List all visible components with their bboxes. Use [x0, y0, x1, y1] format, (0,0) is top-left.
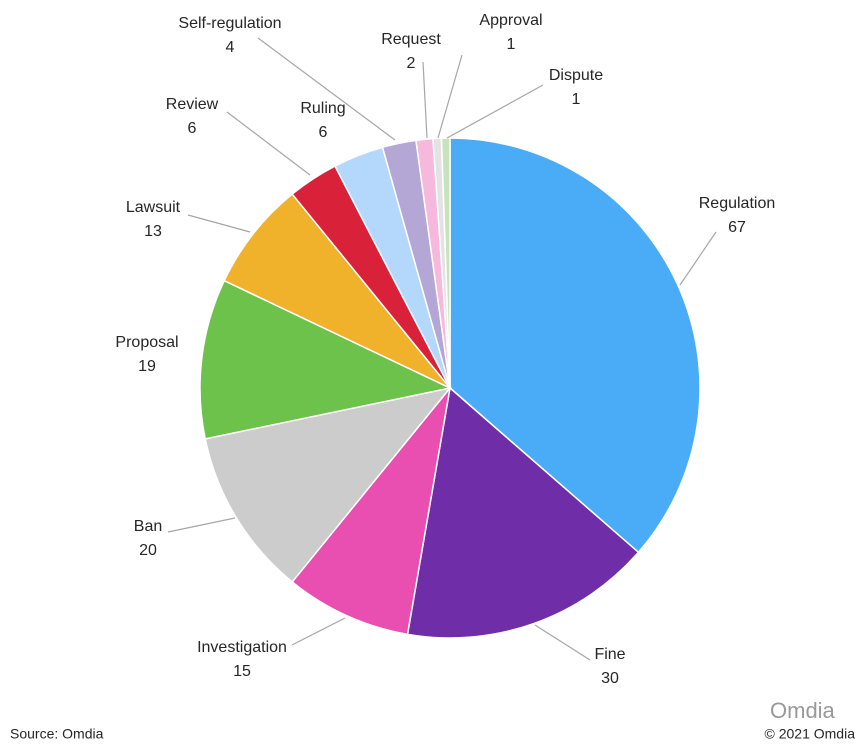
leader-line: [291, 617, 346, 646]
pie-slice: [291, 385, 452, 636]
leader-line: [679, 231, 717, 286]
slice-value: 13: [144, 223, 162, 240]
slice-value: 1: [507, 36, 516, 53]
slice-value: 1: [572, 91, 581, 108]
slice-label: Dispute: [549, 67, 603, 84]
slice-value: 6: [188, 120, 197, 137]
slice-value: 19: [138, 358, 156, 375]
leader-line: [167, 517, 236, 533]
leader-line: [446, 84, 544, 139]
slice-label: Approval: [479, 12, 542, 29]
pie-slice: [406, 386, 640, 639]
slice-label: Ban: [134, 518, 162, 535]
copyright-note: © 2021 Omdia: [765, 726, 856, 742]
pie: [199, 137, 701, 639]
pie-slice: [204, 386, 452, 583]
pie-slice: [199, 279, 453, 440]
watermark: Omdia: [770, 698, 836, 723]
slice-label: Proposal: [115, 334, 178, 351]
slice-value: 20: [139, 542, 157, 559]
slice-label: Regulation: [699, 195, 776, 212]
slice-label: Request: [381, 31, 441, 48]
leader-line: [422, 61, 428, 139]
slice-label: Review: [166, 96, 219, 113]
leader-line: [437, 54, 463, 139]
leader-line: [534, 624, 591, 661]
slice-value: 15: [233, 663, 251, 680]
leader-line: [257, 37, 396, 141]
slice-value: 6: [319, 124, 328, 141]
leader-line: [226, 111, 311, 176]
slice-value: 4: [226, 39, 235, 56]
slice-value: 30: [601, 670, 619, 687]
leader-line: [187, 214, 251, 233]
labels: Regulation 67 Fine 30 Investigation 15 Ban 20 Pr…: [115, 12, 775, 687]
pie-slice: [449, 137, 701, 554]
slice-label: Fine: [594, 646, 625, 663]
slice-label: Investigation: [197, 639, 287, 656]
slice-label: Lawsuit: [126, 199, 181, 216]
slice-value: 2: [407, 55, 416, 72]
pie-slice: [223, 193, 451, 389]
slice-value: 67: [728, 219, 746, 236]
slice-label: Ruling: [300, 100, 345, 117]
source-note: Source: Omdia: [10, 726, 104, 742]
pie-slice: [440, 137, 451, 389]
slice-label: Self-regulation: [178, 15, 281, 32]
